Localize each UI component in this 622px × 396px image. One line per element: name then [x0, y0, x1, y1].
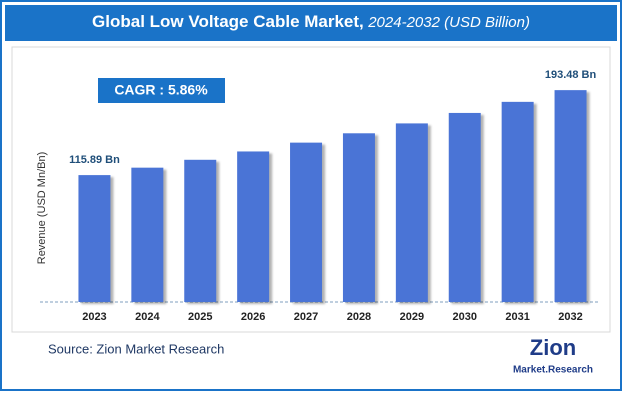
- cagr-label: CAGR : 5.86%: [114, 82, 208, 98]
- bar: [395, 123, 428, 302]
- chart-subtitle: 2024-2032 (USD Billion): [367, 14, 530, 31]
- bar: [237, 151, 270, 302]
- x-tick-label: 2024: [135, 311, 160, 323]
- x-tick-label: 2029: [400, 311, 424, 323]
- value-label: 115.89 Bn: [69, 154, 120, 166]
- bar: [342, 133, 375, 302]
- x-tick-label: 2028: [347, 311, 371, 323]
- bar: [554, 90, 587, 302]
- x-tick-label: 2030: [453, 311, 477, 323]
- x-tick-label: 2026: [241, 311, 265, 323]
- cagr-box: [98, 78, 225, 103]
- x-tick-label: 2032: [558, 311, 582, 323]
- title-text: Global Low Voltage Cable Market, 2024-20…: [92, 12, 530, 31]
- value-label: 193.48 Bn: [545, 69, 597, 81]
- bar: [448, 112, 481, 302]
- bar: [290, 142, 323, 302]
- bar: [184, 159, 217, 302]
- x-tick-label: 2031: [505, 311, 529, 323]
- title-bar: [5, 5, 617, 41]
- logo-name: Zion: [530, 335, 576, 360]
- x-tick-label: 2023: [82, 311, 106, 323]
- bar: [78, 175, 111, 302]
- x-tick-label: 2027: [294, 311, 318, 323]
- bar: [131, 167, 164, 302]
- bar: [501, 101, 534, 303]
- logo-tagline: Market.Research: [513, 365, 593, 376]
- source: Source: Zion Market Research: [48, 341, 224, 356]
- x-tick-label: 2025: [188, 311, 212, 323]
- chart-title: Global Low Voltage Cable Market,: [92, 12, 364, 31]
- y-axis-label: Revenue (USD Mn/Bn): [36, 152, 48, 265]
